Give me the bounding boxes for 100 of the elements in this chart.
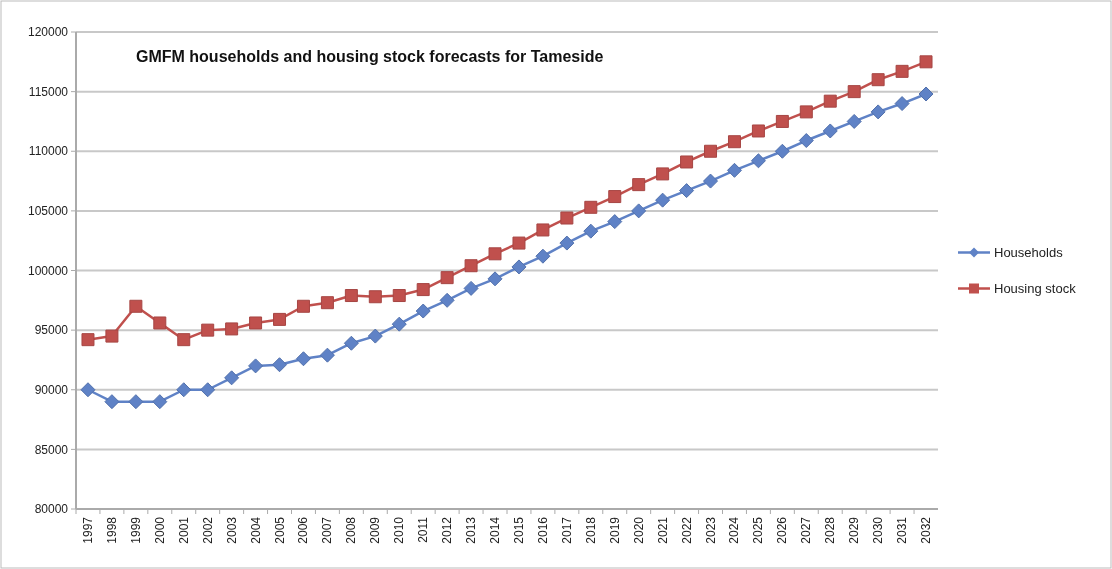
x-tick-label: 2011 (416, 516, 431, 543)
point (463, 280, 479, 296)
point (655, 192, 671, 208)
point (177, 333, 191, 347)
point (319, 347, 335, 363)
x-tick-label: 2019 (607, 516, 622, 544)
point (200, 382, 216, 398)
point (535, 248, 551, 264)
y-tick-label: 85000 (34, 442, 69, 457)
x-tick-label: 2013 (464, 516, 479, 544)
point (415, 303, 431, 319)
point (273, 312, 287, 326)
x-tick-label: 2007 (320, 516, 335, 544)
x-tick-label: 2022 (679, 516, 694, 544)
y-tick-label: 105000 (27, 204, 69, 219)
point (80, 382, 96, 398)
point (704, 144, 718, 158)
point (703, 173, 719, 189)
x-tick-label: 1999 (128, 516, 143, 544)
point (152, 394, 168, 410)
x-tick-label: 1997 (80, 516, 95, 544)
point (823, 94, 837, 108)
point (320, 296, 334, 310)
point (104, 394, 120, 410)
x-tick-label: 2028 (823, 516, 838, 544)
point (846, 113, 862, 129)
point (918, 86, 934, 102)
point (225, 322, 239, 336)
x-tick-label: 1998 (104, 516, 119, 544)
point (392, 289, 406, 303)
point (679, 183, 695, 199)
point (584, 200, 598, 214)
point (680, 155, 694, 169)
x-tick-label: 2002 (200, 516, 215, 544)
legend-label: Households (994, 245, 1064, 261)
point (129, 299, 143, 313)
point (583, 223, 599, 239)
point (488, 247, 502, 261)
text: GMFM households and housing stock forecasts for Tameside (136, 48, 604, 65)
point (153, 316, 167, 330)
point (631, 203, 647, 219)
x-tick-label: 2024 (727, 516, 742, 544)
point (440, 271, 454, 285)
x-tick-label: 2010 (392, 516, 407, 544)
x-tick-label: 2005 (272, 516, 287, 544)
x-tick-label: 2006 (296, 516, 311, 544)
point (919, 55, 933, 69)
point (128, 394, 144, 410)
point (272, 357, 288, 373)
x-tick-label: 2016 (535, 516, 550, 544)
x-tick-label: 2009 (368, 516, 383, 544)
y-tick-label: 80000 (34, 502, 69, 517)
point (296, 299, 310, 313)
point (512, 236, 526, 250)
point (439, 292, 455, 308)
point (632, 178, 646, 192)
point (656, 167, 670, 181)
x-tick-label: 2031 (895, 516, 910, 544)
x-tick-label: 2026 (775, 516, 790, 544)
x-tick-label: 2004 (248, 516, 263, 544)
point (726, 162, 742, 178)
x-tick-label: 2001 (176, 516, 191, 544)
point (511, 259, 527, 275)
point (344, 289, 358, 303)
point (871, 73, 885, 87)
x-tick-label: 2021 (655, 516, 670, 544)
y-tick-label: 115000 (28, 84, 69, 99)
point (368, 290, 382, 304)
x-tick-label: 2025 (751, 516, 766, 544)
point (775, 114, 789, 128)
point (105, 329, 119, 343)
point (176, 382, 192, 398)
x-tick-label: 2012 (440, 516, 455, 544)
x-tick-label: 2017 (559, 516, 574, 544)
x-tick-label: 2003 (224, 516, 239, 544)
x-tick-label: 2014 (488, 516, 503, 544)
point (81, 333, 95, 347)
x-tick-label: 2030 (871, 516, 886, 544)
y-tick-label: 95000 (34, 323, 69, 338)
point (464, 259, 478, 273)
x-tick-label: 2018 (583, 516, 598, 544)
point (201, 323, 215, 337)
x-tick-label: 2000 (152, 516, 167, 544)
point (559, 235, 575, 251)
x-tick-label: 2008 (344, 516, 359, 544)
point (895, 64, 909, 78)
x-tick-label: 2032 (919, 516, 934, 544)
point (847, 85, 861, 99)
x-tick-label: 2015 (511, 516, 526, 544)
point (249, 316, 263, 330)
y-tick-label: 90000 (34, 382, 69, 397)
point (870, 104, 886, 120)
point (727, 135, 741, 149)
point (750, 153, 766, 169)
point (536, 223, 550, 237)
x-tick-label: 2029 (847, 516, 862, 544)
x-tick-label: 2023 (703, 516, 718, 544)
point (416, 283, 430, 297)
point (774, 143, 790, 159)
point (751, 124, 765, 138)
